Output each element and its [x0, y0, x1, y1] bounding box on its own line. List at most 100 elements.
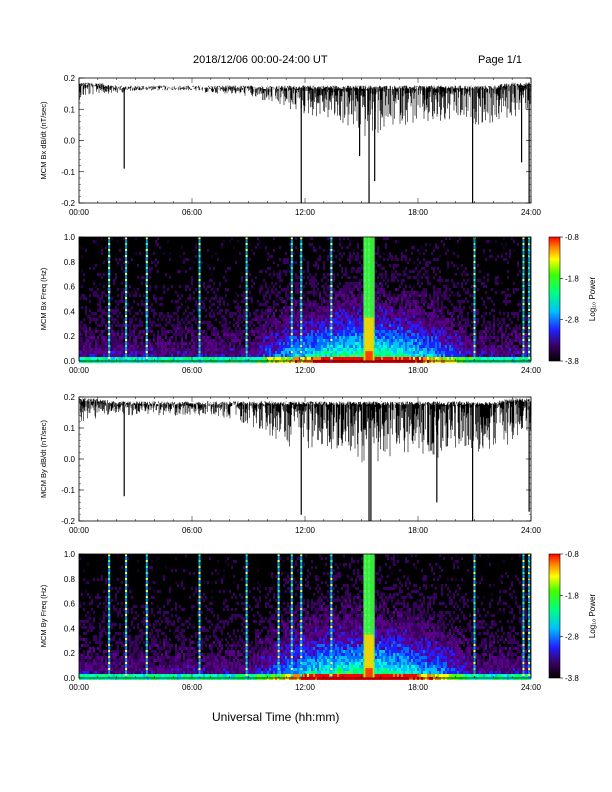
- spectrogram-cell: [225, 312, 227, 315]
- spectrogram-line-dot: [145, 333, 148, 335]
- spectrogram-line-dot: [125, 249, 128, 251]
- spectrogram-cell: [353, 303, 355, 306]
- spectrogram-cell: [299, 270, 301, 273]
- spectrogram-cell: [103, 318, 105, 321]
- spectrogram-cell: [349, 348, 351, 351]
- y-axis-label: MCM Bx dB/dt (nT/sec): [39, 101, 48, 179]
- spectrogram-cell: [469, 342, 471, 345]
- spectrogram-line-dot: [245, 297, 248, 299]
- spectrogram-cell: [85, 312, 87, 315]
- spectrogram-cell: [333, 297, 335, 300]
- spectrogram-cell: [253, 351, 255, 354]
- spectrogram-cell: [313, 249, 315, 252]
- spectrogram-cell: [399, 327, 401, 330]
- spectrogram-cell: [305, 333, 307, 336]
- spectrogram-cell: [283, 312, 285, 315]
- spectrogram-cell: [165, 273, 167, 276]
- spectrogram-cell: [129, 330, 131, 333]
- spectrogram-cell: [121, 315, 123, 318]
- spectrogram-line-dot: [125, 351, 128, 353]
- spectrogram-cell: [343, 327, 345, 330]
- spectrogram-cell: [445, 351, 447, 354]
- spectrogram-cell: [475, 309, 477, 312]
- spectrogram-cell: [295, 324, 297, 327]
- spectrogram-cell: [287, 336, 289, 339]
- spectrogram-cell: [479, 351, 481, 354]
- spectrogram-cell: [283, 351, 285, 354]
- spectrogram-cell: [269, 318, 271, 321]
- spectrogram-cell: [179, 297, 181, 300]
- spectrogram-cell: [497, 336, 499, 339]
- spectrogram-cell: [265, 360, 267, 363]
- spectrogram-cell: [237, 354, 239, 357]
- spectrogram-cell: [137, 351, 139, 354]
- spectrogram-cell: [103, 309, 105, 312]
- spectrogram-cell: [189, 288, 191, 291]
- spectrogram-cell: [435, 318, 437, 321]
- spectrogram-cell: [151, 330, 153, 333]
- spectrogram-cell: [115, 300, 117, 303]
- spectrogram-cell: [527, 282, 529, 285]
- spectrogram-cell: [311, 345, 313, 348]
- spectrogram-cell: [337, 324, 339, 327]
- spectrogram-cell: [185, 336, 187, 339]
- spectrogram-cell: [89, 348, 91, 351]
- spectrogram-cell: [385, 342, 387, 345]
- spectrogram-cell: [423, 273, 425, 276]
- spectrogram-cell: [253, 330, 255, 333]
- spectrogram-cell: [143, 294, 145, 297]
- spectrogram-cell: [271, 309, 273, 312]
- spectrogram-cell: [329, 339, 331, 342]
- spectrogram-cell: [495, 282, 497, 285]
- spectrogram-cell: [289, 330, 291, 333]
- spectrogram-cell: [161, 339, 163, 342]
- spectrogram-line-dot: [245, 261, 248, 263]
- spectrogram-cell: [503, 237, 505, 240]
- spectrogram-cell: [397, 240, 399, 243]
- spectrogram-cell: [247, 327, 249, 330]
- spectrogram-cell: [185, 333, 187, 336]
- spectrogram-cell: [85, 339, 87, 342]
- spectrogram-cell: [101, 357, 103, 360]
- spectrogram-cell: [313, 294, 315, 297]
- spectrogram-line-dot: [145, 309, 148, 311]
- spectrogram-cell: [349, 327, 351, 330]
- spectrogram-cell: [423, 357, 425, 360]
- spectrogram-cell: [101, 312, 103, 315]
- spectrogram-cell: [341, 327, 343, 330]
- spectrogram-cell: [191, 312, 193, 315]
- spectrogram-cell: [173, 324, 175, 327]
- spectrogram-cell: [421, 318, 423, 321]
- spectrogram-cell: [471, 309, 473, 312]
- spectrogram-cell: [479, 357, 481, 360]
- spectrogram-cell: [129, 324, 131, 327]
- spectrogram-cell: [425, 261, 427, 264]
- spectrogram-cell: [315, 321, 317, 324]
- spectrogram-cell: [465, 360, 467, 363]
- spectrogram-cell: [379, 354, 381, 357]
- spectrogram-cell: [321, 354, 323, 357]
- spectrogram-cell: [119, 258, 121, 261]
- spectrogram-cell: [459, 345, 461, 348]
- spectrogram-cell: [297, 312, 299, 315]
- spectrogram-cell: [385, 354, 387, 357]
- spectrogram-cell: [317, 312, 319, 315]
- spectrogram-cell: [203, 306, 205, 309]
- spectrogram-cell: [97, 288, 99, 291]
- spectrogram-cell: [491, 288, 493, 291]
- spectrogram-cell: [229, 312, 231, 315]
- spectrogram-cell: [299, 357, 301, 360]
- spectrogram-cell: [409, 324, 411, 327]
- spectrogram-cell: [347, 258, 349, 261]
- spectrogram-cell: [349, 243, 351, 246]
- spectrogram-cell: [339, 351, 341, 354]
- spectrogram-cell: [153, 360, 155, 363]
- spectrogram-cell: [107, 294, 109, 297]
- spectrogram-cell: [137, 348, 139, 351]
- spectrogram-cell: [213, 351, 215, 354]
- spectrogram-cell: [347, 303, 349, 306]
- spectrogram-cell: [107, 288, 109, 291]
- spectrogram-cell: [407, 327, 409, 330]
- spectrogram-line-dot: [125, 345, 128, 347]
- spectrogram-cell: [103, 291, 105, 294]
